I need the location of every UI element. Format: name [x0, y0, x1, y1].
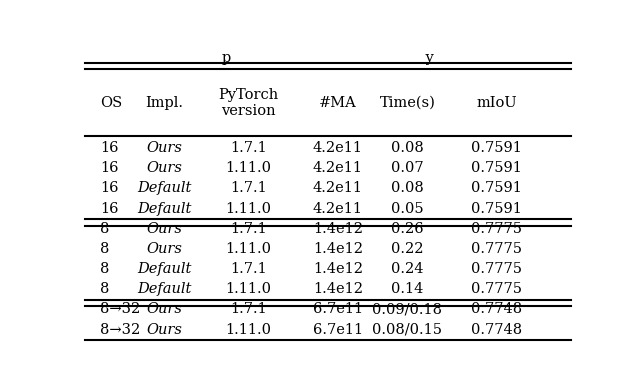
Text: 6.7e11: 6.7e11: [313, 323, 363, 336]
Text: Default: Default: [137, 181, 191, 196]
Text: 0.09/0.18: 0.09/0.18: [372, 303, 442, 316]
Text: 1.11.0: 1.11.0: [226, 282, 271, 296]
Text: 1.4e12: 1.4e12: [313, 222, 363, 236]
Text: Impl.: Impl.: [145, 96, 183, 110]
Text: 4.2e11: 4.2e11: [313, 181, 363, 196]
Text: Ours: Ours: [147, 323, 182, 336]
Text: 8→32: 8→32: [100, 303, 140, 316]
Text: 0.08/0.15: 0.08/0.15: [372, 323, 442, 336]
Text: OS: OS: [100, 96, 122, 110]
Text: Time(s): Time(s): [380, 96, 435, 110]
Text: 0.26: 0.26: [391, 222, 424, 236]
Text: 0.7591: 0.7591: [471, 181, 522, 196]
Text: 1.11.0: 1.11.0: [226, 242, 271, 256]
Text: 1.7.1: 1.7.1: [230, 262, 267, 276]
Text: 4.2e11: 4.2e11: [313, 161, 363, 175]
Text: Ours: Ours: [147, 222, 182, 236]
Text: Default: Default: [137, 202, 191, 216]
Text: 0.07: 0.07: [391, 161, 424, 175]
Text: 1.4e12: 1.4e12: [313, 242, 363, 256]
Text: 0.7591: 0.7591: [471, 141, 522, 155]
Text: PyTorch
version: PyTorch version: [218, 88, 279, 118]
Text: 16: 16: [100, 161, 118, 175]
Text: Ours: Ours: [147, 303, 182, 316]
Text: 1.7.1: 1.7.1: [230, 303, 267, 316]
Text: 8→32: 8→32: [100, 323, 140, 336]
Text: 0.08: 0.08: [391, 141, 424, 155]
Text: 0.24: 0.24: [391, 262, 424, 276]
Text: 0.7775: 0.7775: [471, 282, 522, 296]
Text: 0.22: 0.22: [391, 242, 424, 256]
Text: 8: 8: [100, 282, 109, 296]
Text: 0.7591: 0.7591: [471, 202, 522, 216]
Text: 1.11.0: 1.11.0: [226, 323, 271, 336]
Text: Ours: Ours: [147, 161, 182, 175]
Text: 1.7.1: 1.7.1: [230, 222, 267, 236]
Text: mIoU: mIoU: [476, 96, 517, 110]
Text: 0.7775: 0.7775: [471, 222, 522, 236]
Text: #MA: #MA: [319, 96, 356, 110]
Text: 8: 8: [100, 242, 109, 256]
Text: 0.14: 0.14: [391, 282, 424, 296]
Text: 0.7591: 0.7591: [471, 161, 522, 175]
Text: 16: 16: [100, 141, 118, 155]
Text: 1.7.1: 1.7.1: [230, 181, 267, 196]
Text: 4.2e11: 4.2e11: [313, 202, 363, 216]
Text: Ours: Ours: [147, 242, 182, 256]
Text: Default: Default: [137, 262, 191, 276]
Text: 0.7775: 0.7775: [471, 262, 522, 276]
Text: 8: 8: [100, 262, 109, 276]
Text: 8: 8: [100, 222, 109, 236]
Text: 4.2e11: 4.2e11: [313, 141, 363, 155]
Text: 16: 16: [100, 202, 118, 216]
Text: 0.7748: 0.7748: [471, 323, 522, 336]
Text: 0.08: 0.08: [391, 181, 424, 196]
Text: 0.05: 0.05: [391, 202, 424, 216]
Text: p                                          y: p y: [222, 51, 434, 65]
Text: 1.4e12: 1.4e12: [313, 282, 363, 296]
Text: Default: Default: [137, 282, 191, 296]
Text: 6.7e11: 6.7e11: [313, 303, 363, 316]
Text: 1.11.0: 1.11.0: [226, 202, 271, 216]
Text: 1.7.1: 1.7.1: [230, 141, 267, 155]
Text: 1.11.0: 1.11.0: [226, 161, 271, 175]
Text: 0.7748: 0.7748: [471, 303, 522, 316]
Text: 0.7775: 0.7775: [471, 242, 522, 256]
Text: 1.4e12: 1.4e12: [313, 262, 363, 276]
Text: 16: 16: [100, 181, 118, 196]
Text: Ours: Ours: [147, 141, 182, 155]
